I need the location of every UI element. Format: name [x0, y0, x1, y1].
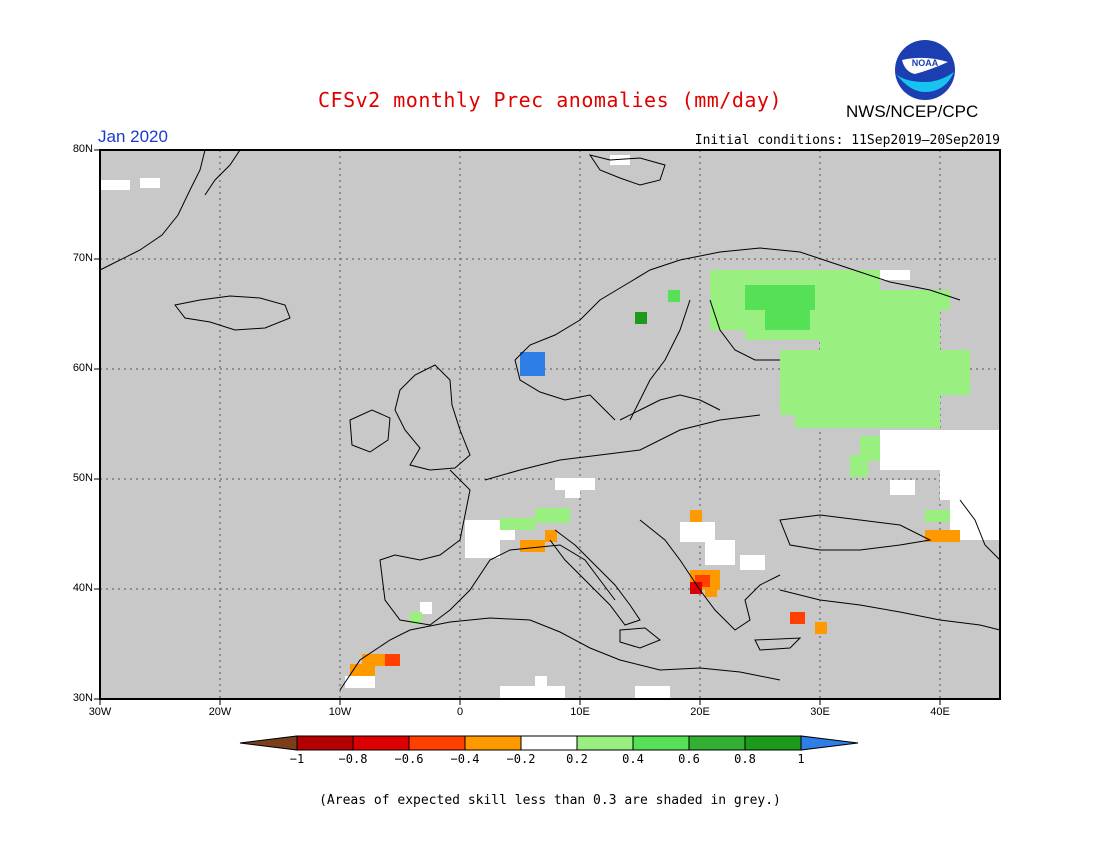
agency-label: NWS/NCEP/CPC — [846, 102, 979, 121]
colorbar-label: 1 — [797, 752, 805, 766]
colorbar-label: −0.4 — [450, 752, 480, 766]
colorbar-left-arrow — [239, 735, 298, 751]
lon-label: 20W — [208, 706, 232, 718]
colorbar-bin — [632, 735, 690, 751]
colorbar-bin — [688, 735, 746, 751]
lat-label: 60N — [72, 362, 93, 374]
coastlines — [99, 149, 1001, 691]
colorbar-bin — [408, 735, 466, 751]
valid-month: Jan 2020 — [98, 127, 168, 146]
colorbar-label: −0.8 — [338, 752, 368, 766]
colorbar-label: 0.4 — [622, 752, 644, 766]
colorbar-bin — [464, 735, 522, 751]
lat-label: 40N — [72, 582, 93, 594]
lat-label: 50N — [72, 472, 93, 484]
colorbar-label: 0.8 — [734, 752, 756, 766]
lon-label: 10W — [328, 706, 352, 718]
lon-label: 0 — [456, 706, 464, 718]
axis-ticks — [94, 149, 941, 705]
noaa-logo-text: NOAA — [912, 58, 939, 68]
lon-label: 10E — [570, 706, 590, 718]
lat-label: 30N — [72, 692, 93, 704]
footnote: (Areas of expected skill less than 0.3 a… — [319, 793, 781, 808]
map-border — [99, 149, 1001, 700]
lon-label: 30W — [88, 706, 112, 718]
lat-label: 70N — [72, 252, 93, 264]
lat-label: 80N — [72, 143, 93, 155]
colorbar-bin — [576, 735, 634, 751]
lon-label: 20E — [690, 706, 710, 718]
lon-label: 30E — [810, 706, 830, 718]
colorbar-label: −0.6 — [394, 752, 424, 766]
graticule — [100, 150, 1000, 699]
colorbar-label: −0.2 — [506, 752, 536, 766]
noaa-logo: NOAA — [895, 40, 955, 100]
colorbar-label: −1 — [289, 752, 305, 766]
colorbar-bin — [352, 735, 410, 751]
colorbar-bin — [520, 735, 578, 751]
colorbar-label: 0.2 — [566, 752, 588, 766]
colorbar — [239, 735, 859, 751]
initial-conditions: Initial conditions: 11Sep2019–20Sep2019 — [694, 133, 1000, 148]
lon-label: 40E — [930, 706, 950, 718]
anomaly-patches — [100, 155, 1000, 699]
colorbar-bin — [296, 735, 354, 751]
colorbar-bin — [744, 735, 802, 751]
map-title: CFSv2 monthly Prec anomalies (mm/day) — [317, 88, 783, 112]
colorbar-label: 0.6 — [678, 752, 700, 766]
colorbar-right-arrow — [800, 735, 859, 751]
